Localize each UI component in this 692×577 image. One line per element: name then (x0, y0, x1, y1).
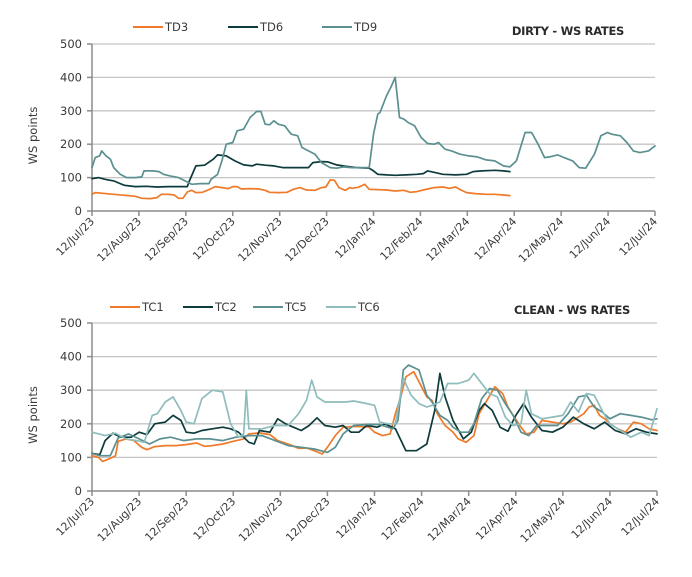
series-line-td9 (91, 76, 656, 186)
x-tick-label: 12/Oct/23 (191, 495, 239, 543)
series-line-td6 (91, 154, 511, 188)
x-tick-label: 12/Jul/24 (617, 215, 661, 259)
x-tick-label: 12/Dec/23 (282, 215, 331, 264)
y-tick-label: 200 (60, 137, 82, 151)
x-tick-label: 12/Jan/24 (333, 495, 379, 541)
x-tick-label: 12/Mar/24 (425, 495, 474, 544)
x-tick-label: 12/Sep/23 (142, 215, 191, 264)
x-tick-label: 12/Jun/24 (567, 215, 613, 261)
legend-item-td6: TD6 (228, 20, 283, 34)
chart-panel-1: 0 100 200 300 400 500 12/Jul/2312/Aug/2312/Sep… (26, 20, 660, 265)
y-axis-title: WS points (26, 386, 40, 444)
y-tick-label: 100 (60, 171, 82, 185)
series-line-tc6 (91, 372, 658, 444)
y-tick-label: 0 (75, 204, 82, 218)
y-tick-label: 200 (60, 417, 82, 431)
series-line-tc1 (91, 370, 658, 463)
x-tick-label: 12/May/24 (516, 215, 566, 265)
x-tick-label: 12/Jun/24 (569, 495, 615, 541)
legend-item-tc1: TC1 (110, 300, 164, 314)
y-tick-label: 300 (60, 383, 82, 397)
legend-label: TD3 (164, 20, 188, 34)
chart-title: DIRTY - WS RATES (512, 24, 624, 38)
x-tick-label: 12/Jul/23 (54, 215, 98, 259)
x-tick-label: 12/Dec/23 (283, 495, 332, 544)
x-tick-label: 12/Aug/23 (95, 495, 144, 544)
legend-item-tc6: TC6 (326, 300, 380, 314)
x-tick-label: 12/Aug/23 (95, 215, 144, 264)
legend-label: TC5 (284, 300, 307, 314)
chart-panel-2: 0 100 200 300 400 500 12/Jul/2312/Aug/2312/Sep… (26, 300, 662, 545)
legend-item-td3: TD3 (133, 20, 188, 34)
series-line-tc5 (91, 364, 658, 457)
chart-title: CLEAN - WS RATES (514, 303, 630, 317)
legend-item-td9: TD9 (322, 20, 377, 34)
y-tick-label: 300 (60, 104, 82, 118)
legend-label: TC6 (357, 300, 380, 314)
legend-label: TC2 (214, 300, 237, 314)
y-tick-label: 100 (60, 450, 82, 464)
x-tick-label: 12/Apr/24 (472, 215, 520, 263)
y-tick-label: 400 (60, 350, 82, 364)
series-line-td3 (91, 179, 511, 200)
y-tick-label: 0 (75, 484, 82, 498)
x-tick-label: 12/Feb/24 (379, 495, 427, 543)
y-axis-title: WS points (26, 107, 40, 165)
legend-label: TD6 (259, 20, 283, 34)
x-tick-label: 12/Oct/23 (190, 215, 238, 263)
x-tick-label: 12/Feb/24 (378, 215, 426, 263)
x-tick-label: 12/Apr/24 (473, 495, 521, 543)
x-tick-label: 12/May/24 (518, 495, 568, 545)
y-tick-label: 500 (60, 316, 82, 330)
x-tick-label: 12/Sep/23 (142, 495, 191, 544)
legend-label: TC1 (141, 300, 164, 314)
x-tick-label: 12/Jan/24 (332, 215, 378, 261)
x-tick-label: 12/Mar/24 (424, 215, 473, 264)
y-tick-label: 500 (60, 37, 82, 51)
x-tick-label: 12/Nov/23 (236, 495, 285, 544)
legend-item-tc2: TC2 (183, 300, 237, 314)
series-line-tc2 (91, 372, 658, 456)
x-tick-label: 12/Nov/23 (235, 215, 284, 264)
x-tick-label: 12/Jul/24 (619, 495, 663, 539)
y-tick-label: 400 (60, 70, 82, 84)
x-tick-label: 12/Jul/23 (54, 495, 98, 539)
legend-item-tc5: TC5 (253, 300, 307, 314)
legend-label: TD9 (353, 20, 377, 34)
